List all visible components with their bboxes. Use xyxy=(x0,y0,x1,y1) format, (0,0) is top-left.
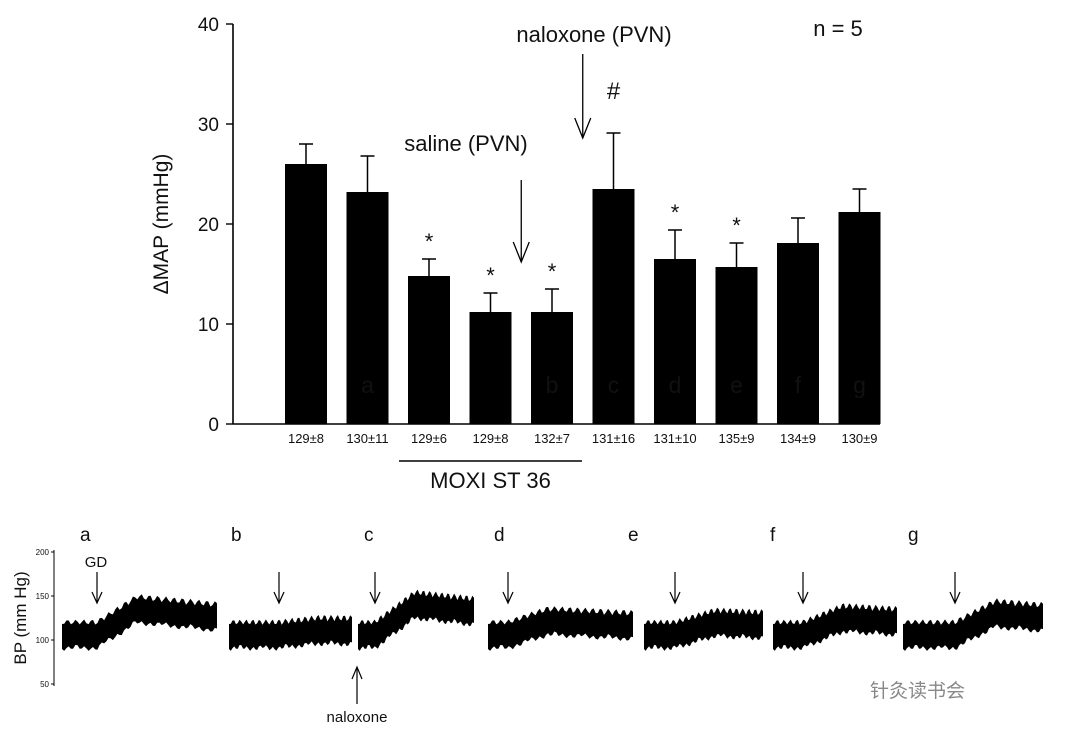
trace-panel-letter: d xyxy=(494,525,505,546)
x-tick-label: 129±8 xyxy=(288,431,324,446)
annotation-label: saline (PVN) xyxy=(404,131,527,156)
trace-event-arrowhead xyxy=(369,591,381,605)
annotation-label: naloxone (PVN) xyxy=(516,22,671,47)
bar-letter: b xyxy=(546,372,559,398)
y-axis-label: ΔMAP (mmHg) xyxy=(150,154,173,295)
bar-letter: c xyxy=(608,372,620,398)
y-tick-label: 0 xyxy=(208,415,219,436)
trace-panel-letter: a xyxy=(80,525,91,546)
trace-panel-letter: c xyxy=(364,525,374,546)
bar xyxy=(469,312,512,424)
trace-panel-letter: g xyxy=(908,525,919,546)
bar xyxy=(346,192,389,424)
y-tick-label: 10 xyxy=(198,315,219,336)
trace-event-arrowhead xyxy=(669,591,681,605)
bar xyxy=(838,212,881,424)
bar-letter: g xyxy=(853,372,866,398)
bar xyxy=(531,312,573,424)
x-tick-label: 132±7 xyxy=(534,431,570,446)
x-tick-label: 130±11 xyxy=(346,431,388,446)
trace-event-arrowhead xyxy=(797,591,809,605)
x-tick-label: 131±16 xyxy=(592,431,635,446)
bp-traces: 200 150 100 50 BP (mm Hg) a b c d e f g GD naloxone xyxy=(11,525,1043,726)
bar-letter: d xyxy=(669,372,682,398)
bp-trace xyxy=(903,598,1043,651)
legend-n: n = 5 xyxy=(813,16,863,41)
bp-trace xyxy=(488,606,633,651)
trace-event-arrowhead xyxy=(91,591,103,605)
bp-trace xyxy=(229,614,352,651)
bp-trace xyxy=(773,603,897,651)
significance-mark: * xyxy=(425,229,434,254)
bar xyxy=(777,243,819,424)
significance-mark: # xyxy=(607,78,621,105)
y-tick-label: 40 xyxy=(198,15,219,36)
significance-mark: * xyxy=(548,259,557,284)
bp-axis-label: BP (mm Hg) xyxy=(11,571,30,664)
watermark-text: 针灸读书会 xyxy=(870,680,966,702)
bp-axis-tick-label: 50 xyxy=(40,680,49,689)
bar-series: a * * b * c # d * e * f g xyxy=(285,78,881,424)
bp-axis-tick-label: 100 xyxy=(36,636,50,645)
bp-trace xyxy=(62,594,217,651)
bar xyxy=(408,276,450,424)
bar xyxy=(715,267,758,424)
bar-letter: e xyxy=(730,372,743,398)
x-tick-label: 129±6 xyxy=(411,431,447,446)
y-tick-label: 20 xyxy=(198,215,219,236)
trace-panel-letter: b xyxy=(231,525,242,546)
bp-axis-tick-label: 200 xyxy=(36,548,50,557)
x-tick-label: 129±8 xyxy=(472,431,508,446)
bar-letter: f xyxy=(795,372,802,398)
x-tick-label: 135±9 xyxy=(718,431,754,446)
bar xyxy=(285,164,327,424)
gd-label: GD xyxy=(85,554,108,571)
naloxone-arrowhead xyxy=(351,665,363,680)
x-tick-label: 134±9 xyxy=(780,431,816,446)
bar xyxy=(654,259,696,424)
naloxone-label: naloxone xyxy=(327,709,388,726)
x-tick-label: 130±9 xyxy=(841,431,877,446)
bp-trace xyxy=(358,589,474,651)
group-label: MOXI ST 36 xyxy=(430,468,551,493)
annotation-arrowhead xyxy=(574,117,592,140)
trace-event-arrowhead xyxy=(949,591,961,605)
trace-panel-letter: e xyxy=(628,525,639,546)
bp-trace xyxy=(644,607,763,651)
significance-mark: * xyxy=(732,213,741,238)
bar-chart-axes: 0 10 20 30 40 ΔMAP (mmHg) n = 5 129±8 130±11 129±… xyxy=(150,15,880,446)
annotation-arrowhead xyxy=(512,241,530,264)
annotations: MOXI ST 36 saline (PVN) naloxone (PVN) xyxy=(399,22,672,493)
bp-axis-tick-label: 150 xyxy=(36,592,50,601)
bar-letter: a xyxy=(361,372,374,398)
significance-mark: * xyxy=(486,263,495,288)
trace-event-arrowhead xyxy=(502,591,514,605)
significance-mark: * xyxy=(671,200,680,225)
trace-panel-letter: f xyxy=(770,525,776,546)
y-tick-label: 30 xyxy=(198,115,219,136)
x-tick-label: 131±10 xyxy=(653,431,696,446)
trace-event-arrowhead xyxy=(273,591,285,605)
bar xyxy=(592,189,635,424)
